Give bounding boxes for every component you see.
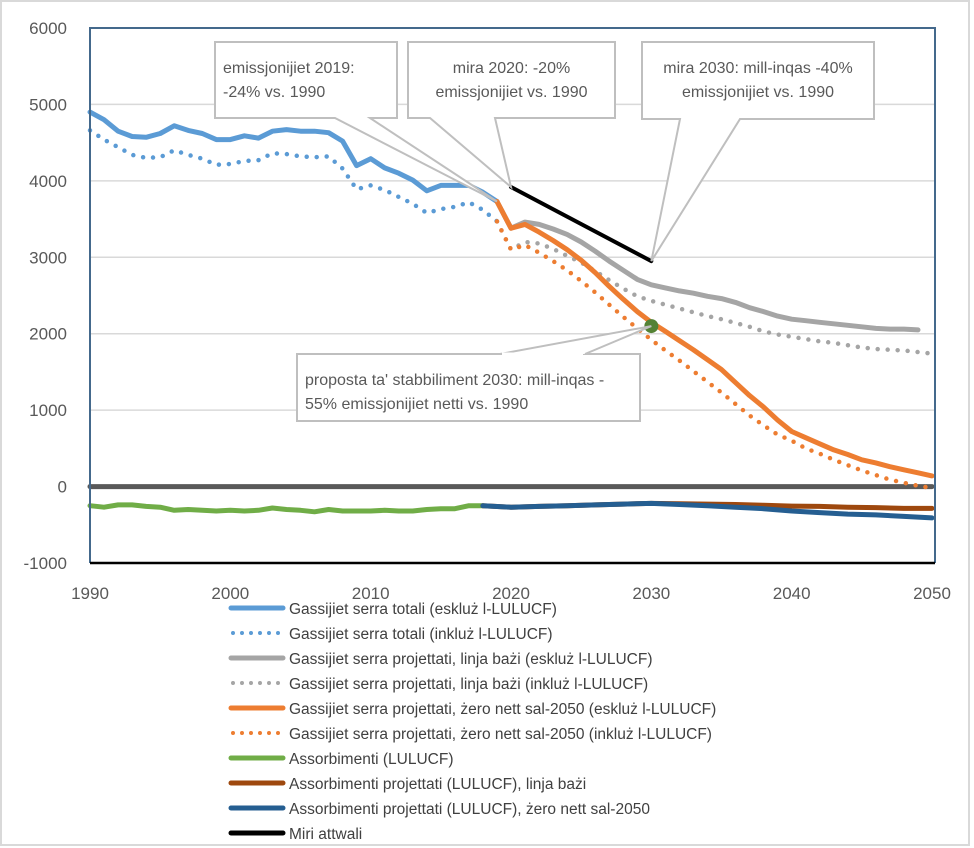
callout-box [407,41,616,190]
callout-pointer [499,325,652,355]
series-line-10 [509,185,654,264]
legend-item: Gassijiet serra totali (eskluż l-LULUCF) [228,601,557,618]
y-tick-label: 2000 [29,325,67,344]
legend-label: Assorbimenti projettati (LULUCF), linja … [289,776,586,793]
legend-label: Assorbimenti (LULUCF) [289,751,454,768]
callout-text: 55% emissjonijiet netti vs. 1990 [305,396,528,413]
x-tick-label: 2050 [913,584,951,603]
callout-ann-2020: mira 2020: -20% emissjonijiet vs. 1990 [407,41,616,190]
legend-item: Miri attwali [228,826,362,843]
callout-text: mira 2020: -20% [453,60,570,77]
callout-box [641,41,875,262]
callout-text: mira 2030: mill-inqas -40% [663,60,852,77]
x-tick-label: 2000 [211,584,249,603]
legend-label: Miri attwali [289,826,362,843]
callout-box [214,41,498,203]
callout-text: emissjonijiet vs. 1990 [682,84,834,101]
x-tick-label: 2030 [632,584,670,603]
legend-item: Assorbimenti projettati (LULUCF), żero n… [228,801,650,818]
series-line-7 [87,502,486,515]
y-tick-label: -1000 [24,554,67,573]
x-tick-label: 1990 [71,584,109,603]
x-axis-ticks: 1990 2000 2010 2020 2030 2040 2050 [71,584,951,603]
callout-ann-2030-proposal: proposta ta' stabbiliment 2030: mill-inq… [296,325,652,422]
legend-label: Gassijiet serra projettati, żero nett sa… [289,701,716,718]
series-line-2 [87,128,500,224]
legend: Gassijiet serra totali (eskluż l-LULUCF)… [228,601,716,843]
legend-item: Gassijiet serra projettati, żero nett sa… [231,726,712,743]
callouts: emissjonijiet 2019: -24% vs. 1990 mira 202… [214,41,875,422]
y-tick-label: 4000 [29,172,67,191]
series-line-5 [494,199,935,479]
legend-label: Gassijiet serra totali (eskluż l-LULUCF) [289,601,557,618]
series-line-1 [87,109,500,204]
y-tick-label: 0 [58,478,67,497]
legend-label: Gassijiet serra projettati, żero nett sa… [289,726,712,743]
legend-label: Gassijiet serra totali (inkluż l-LULUCF) [289,626,553,643]
x-tick-label: 2020 [492,584,530,603]
legend-label: Assorbimenti projettati (LULUCF), żero n… [289,801,650,818]
plot-border-frame [89,27,936,563]
y-tick-label: 5000 [29,95,67,114]
x-tick-label: 2040 [773,584,811,603]
legend-item: Assorbimenti projettati (LULUCF), linja … [228,776,586,793]
y-axis-ticks: 6000 5000 4000 3000 2000 1000 0 -1000 [24,19,67,573]
y-tick-label: 6000 [29,19,67,38]
callout-text: proposta ta' stabbiliment 2030: mill-inq… [305,372,604,389]
callout-text: emissjonijiet 2019: [223,60,355,77]
plot-area-border [89,27,936,565]
legend-item: Gassijiet serra totali (inkluż l-LULUCF) [231,626,553,643]
legend-item: Gassijiet serra projettati, linja bażi (… [231,676,648,693]
legend-item: Gassijiet serra projettati, żero nett sa… [228,701,716,718]
series-line-6 [494,219,935,491]
callout-ann-2019: emissjonijiet 2019: -24% vs. 1990 [214,41,498,203]
series-layer [87,109,935,521]
x-tick-label: 2010 [352,584,390,603]
legend-item: Assorbimenti (LULUCF) [228,751,454,768]
series-line-9 [480,500,935,521]
series-line-3 [494,199,921,333]
y-tick-label: 1000 [29,401,67,420]
callout-text: emissjonijiet vs. 1990 [435,84,587,101]
series-line-4 [494,219,935,356]
legend-label: Gassijiet serra projettati, linja bażi (… [289,651,653,668]
y-tick-label: 3000 [29,248,67,267]
callout-ann-2030: mira 2030: mill-inqas -40% emissjonijiet … [641,41,875,262]
callout-text: -24% vs. 1990 [223,84,325,101]
legend-item: Gassijiet serra projettati, linja bażi (… [228,651,653,668]
legend-label: Gassijiet serra projettati, linja bażi (… [289,676,648,693]
